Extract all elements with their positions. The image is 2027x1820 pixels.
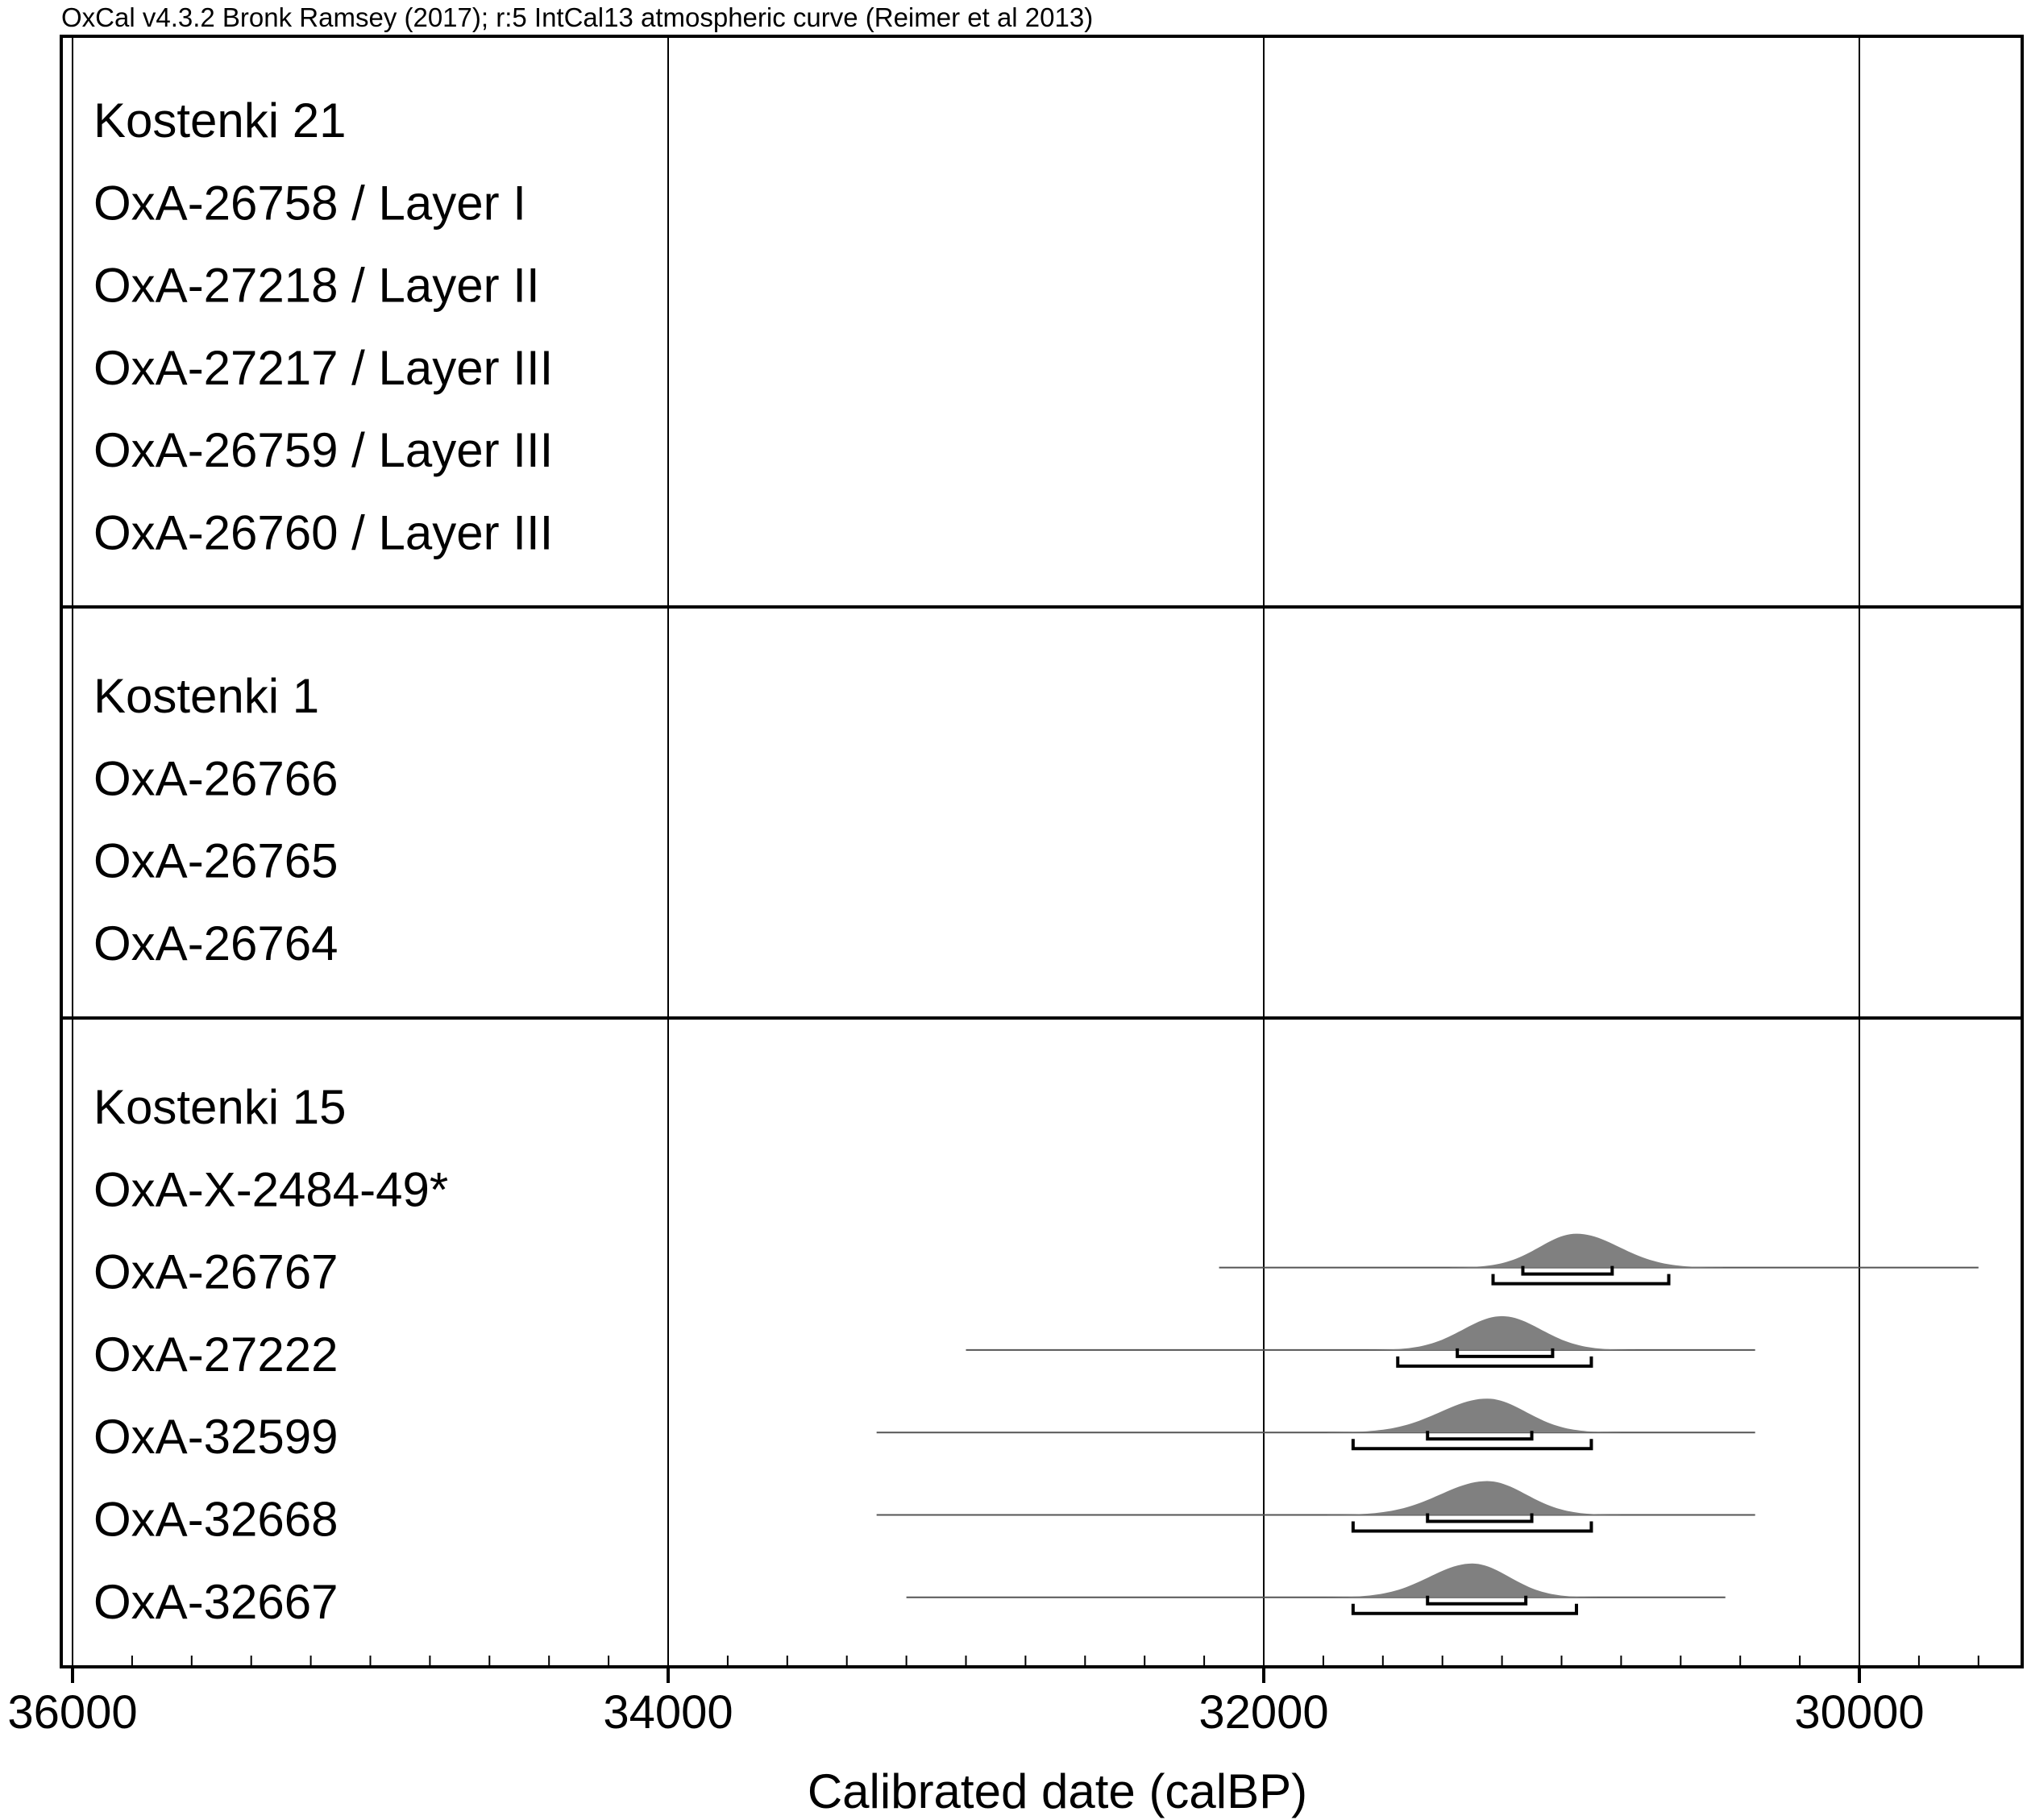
header-caption: OxCal v4.3.2 Bronk Ramsey (2017); r:5 In… (61, 2, 1093, 32)
sample-label: OxA-32668 (93, 1493, 339, 1547)
sample-label: OxA-26766 (93, 751, 339, 805)
x-axis: 36000340003200030000280002600024000 (7, 1656, 1979, 1739)
probability-distribution (1369, 1315, 1635, 1350)
group-title: Kostenki 21 (93, 93, 347, 148)
sample-label: OxA-X-2484-49* (93, 1162, 448, 1216)
range-95-bracket (1351, 1603, 1578, 1615)
probability-distribution (1325, 1563, 1599, 1598)
group-title: Kostenki 15 (93, 1080, 347, 1134)
probability-distribution (1327, 1398, 1621, 1433)
range-95-bracket (1396, 1356, 1593, 1368)
probability-distribution (1449, 1233, 1723, 1268)
distribution-layer (876, 1233, 1979, 1615)
probability-distribution (1327, 1481, 1621, 1515)
sample-label: OxA-26760 / Layer III (93, 506, 553, 560)
grid-lines (72, 36, 1860, 1667)
sample-label: OxA-26765 (93, 834, 339, 888)
sample-label: OxA-26758 / Layer I (93, 176, 526, 230)
sample-label: OxA-32667 (93, 1575, 339, 1629)
tick-label: 36000 (7, 1686, 137, 1739)
x-axis-title: Calibrated date (calBP) (808, 1764, 1307, 1818)
group-title: Kostenki 1 (93, 669, 319, 723)
tick-label: 32000 (1198, 1686, 1328, 1739)
range-95-bracket (1351, 1521, 1593, 1533)
sample-label: OxA-26764 (93, 916, 339, 970)
range-68-bracket (1426, 1595, 1528, 1606)
sample-label: OxA-26759 / Layer III (93, 423, 553, 477)
frame-border (60, 35, 2024, 1668)
row-labels: Kostenki 21 OxA-26758 / Layer I OxA-27218 … (93, 93, 553, 1629)
tick-label: 34000 (603, 1686, 733, 1739)
range-68-bracket (1521, 1265, 1614, 1276)
tick-label: 30000 (1794, 1686, 1924, 1739)
range-68-bracket (1426, 1513, 1534, 1523)
sample-label: OxA-32599 (93, 1410, 339, 1464)
sample-label: OxA-26767 (93, 1245, 339, 1299)
range-68-bracket (1426, 1431, 1534, 1441)
range-95-bracket (1351, 1439, 1593, 1451)
range-68-bracket (1456, 1348, 1555, 1358)
range-95-bracket (1491, 1274, 1671, 1286)
sample-label: OxA-27217 / Layer III (93, 341, 553, 395)
plot-frame (60, 35, 2024, 1668)
sample-label: OxA-27222 (93, 1328, 339, 1382)
sample-label: OxA-27218 / Layer II (93, 259, 540, 313)
